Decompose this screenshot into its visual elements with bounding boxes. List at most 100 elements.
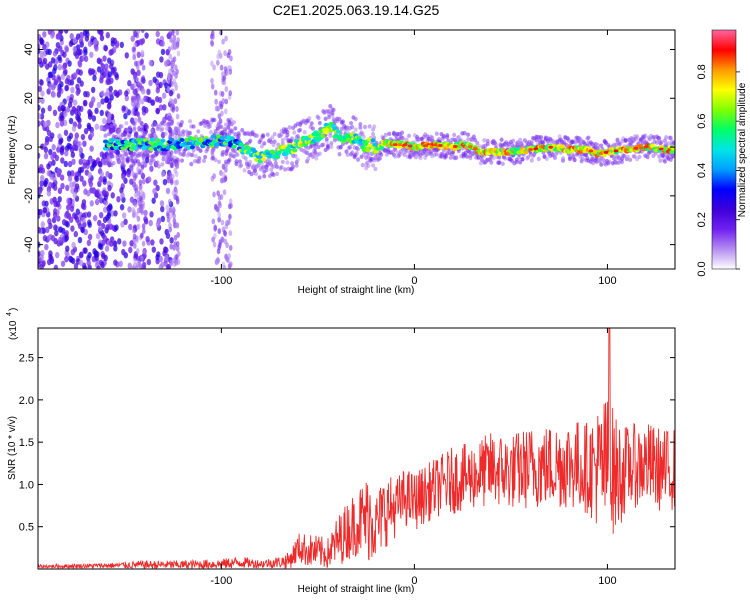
heatmap-cell <box>361 134 366 140</box>
heatmap-cell <box>107 203 113 210</box>
heatmap-cell <box>272 131 277 137</box>
heatmap-cell <box>121 105 126 112</box>
spectrogram-x-axis-label: Height of straight line (km) <box>298 285 415 296</box>
heatmap-cell <box>588 149 594 153</box>
heatmap-cell <box>552 155 557 160</box>
heatmap-cell <box>155 87 160 94</box>
heatmap-cell <box>136 95 140 102</box>
heatmap-cell <box>152 159 157 164</box>
heatmap-cell <box>220 219 225 226</box>
heatmap-cell <box>80 152 85 160</box>
heatmap-cell <box>119 41 125 49</box>
heatmap-cell <box>136 39 141 47</box>
heatmap-cell <box>48 135 53 143</box>
heatmap-cell <box>236 131 241 136</box>
heatmap-cell <box>139 232 144 239</box>
heatmap-cell <box>643 133 648 138</box>
heatmap-cell <box>98 225 103 232</box>
heatmap-cell <box>219 124 224 130</box>
heatmap-cell <box>515 140 520 146</box>
heatmap-cell <box>163 131 168 136</box>
heatmap-cell <box>176 37 181 44</box>
heatmap-cell <box>88 67 93 75</box>
heatmap-cell <box>105 224 110 231</box>
heatmap-cell <box>142 249 146 256</box>
heatmap-cell <box>168 172 172 179</box>
heatmap-cell <box>165 265 170 269</box>
heatmap-cell <box>217 211 222 218</box>
heatmap-cell <box>145 124 150 130</box>
heatmap-cell <box>127 262 132 269</box>
heatmap-cell <box>128 223 133 231</box>
heatmap-cell <box>607 159 612 165</box>
heatmap-cell <box>46 190 52 197</box>
heatmap-cell <box>83 228 88 236</box>
heatmap-cell <box>134 265 139 269</box>
heatmap-cell <box>168 222 172 229</box>
heatmap-cell <box>107 111 112 119</box>
heatmap-cell <box>323 116 328 122</box>
heatmap-cell <box>234 161 239 167</box>
heatmap-cell <box>520 157 525 162</box>
heatmap-cell <box>132 54 137 61</box>
heatmap-cell <box>53 79 58 86</box>
heatmap-cell <box>518 160 523 165</box>
heatmap-cell <box>97 219 102 227</box>
heatmap-cell <box>324 136 329 142</box>
heatmap-cell <box>147 133 152 138</box>
heatmap-cell <box>213 89 218 96</box>
heatmap-cell <box>613 149 619 153</box>
heatmap-cell <box>89 200 94 207</box>
heatmap-cell <box>365 148 371 153</box>
heatmap-cell <box>307 116 312 121</box>
heatmap-cell <box>40 97 45 104</box>
heatmap-cell <box>132 30 137 35</box>
heatmap-cell <box>52 184 58 191</box>
heatmap-cell <box>96 101 102 109</box>
heatmap-cell <box>160 138 166 143</box>
heatmap-cell <box>73 230 79 238</box>
heatmap-cell <box>317 120 322 126</box>
heatmap-cell <box>133 133 138 138</box>
heatmap-cell <box>404 137 409 142</box>
heatmap-cell <box>571 153 576 158</box>
heatmap-cell <box>87 113 93 120</box>
heatmap-cell <box>180 120 185 125</box>
heatmap-cell <box>529 158 534 163</box>
heatmap-cell <box>57 133 62 140</box>
heatmap-cell <box>216 59 220 66</box>
spectrogram-y-tick-label: 40 <box>23 43 35 55</box>
heatmap-cell <box>180 158 185 163</box>
heatmap-cell <box>213 225 217 232</box>
heatmap-cell <box>47 258 52 266</box>
heatmap-cell <box>132 104 137 111</box>
heatmap-cell <box>38 188 43 195</box>
snr-x-ticks: -100 0 100 <box>210 328 617 587</box>
heatmap-cell <box>141 200 145 207</box>
heatmap-cell <box>262 173 267 179</box>
heatmap-cell <box>539 135 544 140</box>
heatmap-cell <box>164 254 169 261</box>
heatmap-cell <box>120 192 125 199</box>
heatmap-cell <box>371 163 376 168</box>
heatmap-cell <box>226 124 231 130</box>
heatmap-cell <box>77 141 82 148</box>
heatmap-cell <box>148 79 153 87</box>
heatmap-cell <box>162 104 167 111</box>
heatmap-cell <box>69 256 74 264</box>
heatmap-cell <box>68 40 74 47</box>
heatmap-cell <box>645 154 650 160</box>
heatmap-cell <box>222 264 227 269</box>
heatmap-cell <box>89 131 95 138</box>
heatmap-cell <box>233 148 238 154</box>
heatmap-cell <box>261 157 267 162</box>
heatmap-cell <box>71 158 76 165</box>
snr-frame <box>37 327 676 570</box>
heatmap-cell <box>38 85 43 93</box>
heatmap-cell <box>445 135 450 140</box>
heatmap-cell <box>113 245 118 252</box>
heatmap-cell <box>175 179 179 186</box>
snr-y-tick-label: 0.5 <box>19 522 34 534</box>
chart-title: C2E1.2025.063.19.14.G25 <box>272 2 440 18</box>
heatmap-cell <box>271 172 276 178</box>
